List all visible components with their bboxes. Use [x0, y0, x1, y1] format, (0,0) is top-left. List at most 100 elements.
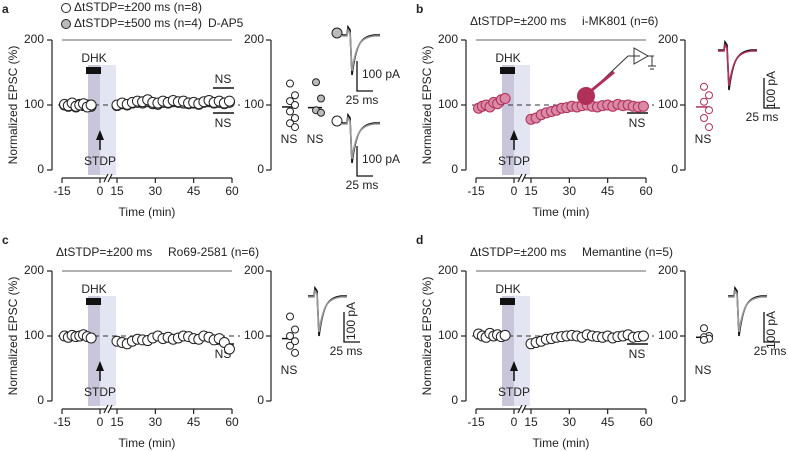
data-point — [223, 95, 235, 107]
trace — [728, 288, 767, 333]
scale-bar — [356, 61, 373, 92]
individual-point — [286, 332, 294, 340]
stdp-arrowhead — [510, 361, 518, 371]
chart-title: ΔtSTDP=±200 ms — [470, 14, 566, 28]
individual-point — [291, 101, 299, 109]
x-tick-label: 45 — [601, 415, 615, 429]
scale-bar — [763, 78, 780, 109]
scale-label: 25 ms — [346, 178, 379, 192]
dhk-bar — [86, 67, 101, 74]
y2-tick-label: 0 — [257, 162, 264, 176]
axis-break — [517, 173, 527, 183]
y-tick-label: 0 — [37, 393, 44, 407]
individual-point — [700, 82, 708, 91]
stdp-shade — [100, 65, 116, 175]
y2-tick-label: 0 — [257, 393, 264, 407]
x-tick-label: 15 — [524, 415, 538, 429]
x-tick-label: 0 — [511, 415, 518, 429]
panel: 0 100 200 NS NS 100 pA 25 ms 100 pA 25 ms — [244, 24, 400, 192]
dhk-bar — [86, 298, 101, 305]
x-tick-label: 15 — [110, 415, 124, 429]
scale-label: 100 pA — [362, 152, 400, 166]
individual-point — [700, 97, 708, 106]
x-tick-label: 30 — [149, 415, 163, 429]
dhk-bar — [500, 67, 515, 74]
dhk-label: DHK — [495, 282, 520, 296]
ns-label: NS — [629, 116, 646, 130]
x-axis-label: Time (min) — [533, 205, 590, 219]
ns-label: NS — [281, 363, 298, 377]
individual-point — [705, 106, 713, 115]
stdp-arrowhead — [510, 130, 518, 140]
data-point — [499, 93, 511, 104]
y2-tick-label: 100 — [658, 97, 678, 111]
panel: b 0 100 200 -15 0 15 30 45 60 Normalized EPSC (%) T… — [416, 2, 658, 219]
y-tick-label: 0 — [451, 162, 458, 176]
individual-point — [286, 312, 294, 321]
axis-break — [103, 173, 113, 183]
y-axis-label: Normalized EPSC (%) — [420, 46, 434, 165]
individual-point — [286, 107, 294, 116]
x-tick-label: 60 — [639, 415, 653, 429]
stdp-arrowhead — [96, 361, 104, 371]
chart-subtitle: i-MK801 (n=6) — [582, 14, 658, 28]
individual-point — [700, 114, 708, 122]
individual-point — [286, 79, 294, 88]
axis-break — [517, 404, 527, 414]
y-tick-label: 200 — [24, 263, 44, 277]
individual-point — [291, 325, 299, 334]
x-axis-label: Time (min) — [533, 436, 590, 450]
y-tick-label: 200 — [24, 32, 44, 46]
y-tick-label: 200 — [438, 263, 458, 277]
dhk-shade — [502, 65, 514, 175]
stdp-label: STDP — [84, 385, 116, 399]
individual-point — [317, 108, 325, 117]
stdp-shade — [514, 65, 530, 175]
panel-label: b — [416, 2, 423, 16]
dendrite — [591, 70, 615, 92]
y-tick-label: 0 — [451, 393, 458, 407]
y-axis-label: Normalized EPSC (%) — [6, 46, 20, 165]
y2-tick-label: 200 — [658, 263, 678, 277]
legend-marker — [61, 3, 71, 13]
scale-label: 25 ms — [746, 110, 779, 124]
y2-tick-label: 100 — [244, 97, 264, 111]
individual-point — [700, 324, 708, 333]
panel: d 0 100 200 -15 0 15 30 45 60 Normalized EPSC (%) T… — [416, 233, 673, 450]
individual-point — [291, 91, 299, 100]
scale-label: 25 ms — [754, 344, 787, 358]
x-tick-label: 15 — [110, 184, 124, 198]
x-tick-label: 30 — [563, 184, 577, 198]
stdp-label: STDP — [498, 154, 530, 168]
chart-subtitle: Memantine (n=5) — [582, 245, 673, 259]
x-tick-label: 60 — [225, 184, 239, 198]
ns-label: NS — [695, 132, 712, 146]
x-tick-label: 0 — [97, 415, 104, 429]
stdp-shade — [100, 296, 116, 406]
individual-point — [700, 335, 708, 344]
y2-tick-label: 100 — [658, 328, 678, 342]
data-point — [85, 332, 97, 344]
trace-marker — [331, 115, 343, 127]
axis-break — [103, 404, 113, 414]
x-tick-label: 45 — [187, 184, 201, 198]
dhk-shade — [88, 296, 100, 406]
x-tick-label: 0 — [97, 184, 104, 198]
individual-point — [286, 341, 294, 350]
trace — [341, 27, 380, 72]
stdp-label: STDP — [84, 154, 116, 168]
scale-label: 25 ms — [346, 93, 379, 107]
y-tick-label: 100 — [24, 328, 44, 342]
x-axis-label: Time (min) — [119, 436, 176, 450]
legend-marker — [61, 19, 71, 29]
x-tick-label: 0 — [511, 184, 518, 198]
chart-title: ΔtSTDP=±200 ms — [470, 245, 566, 259]
x-tick-label: -15 — [467, 184, 485, 198]
dhk-bar — [500, 298, 515, 305]
y-axis-label: Normalized EPSC (%) — [420, 277, 434, 396]
dhk-label: DHK — [81, 51, 106, 65]
